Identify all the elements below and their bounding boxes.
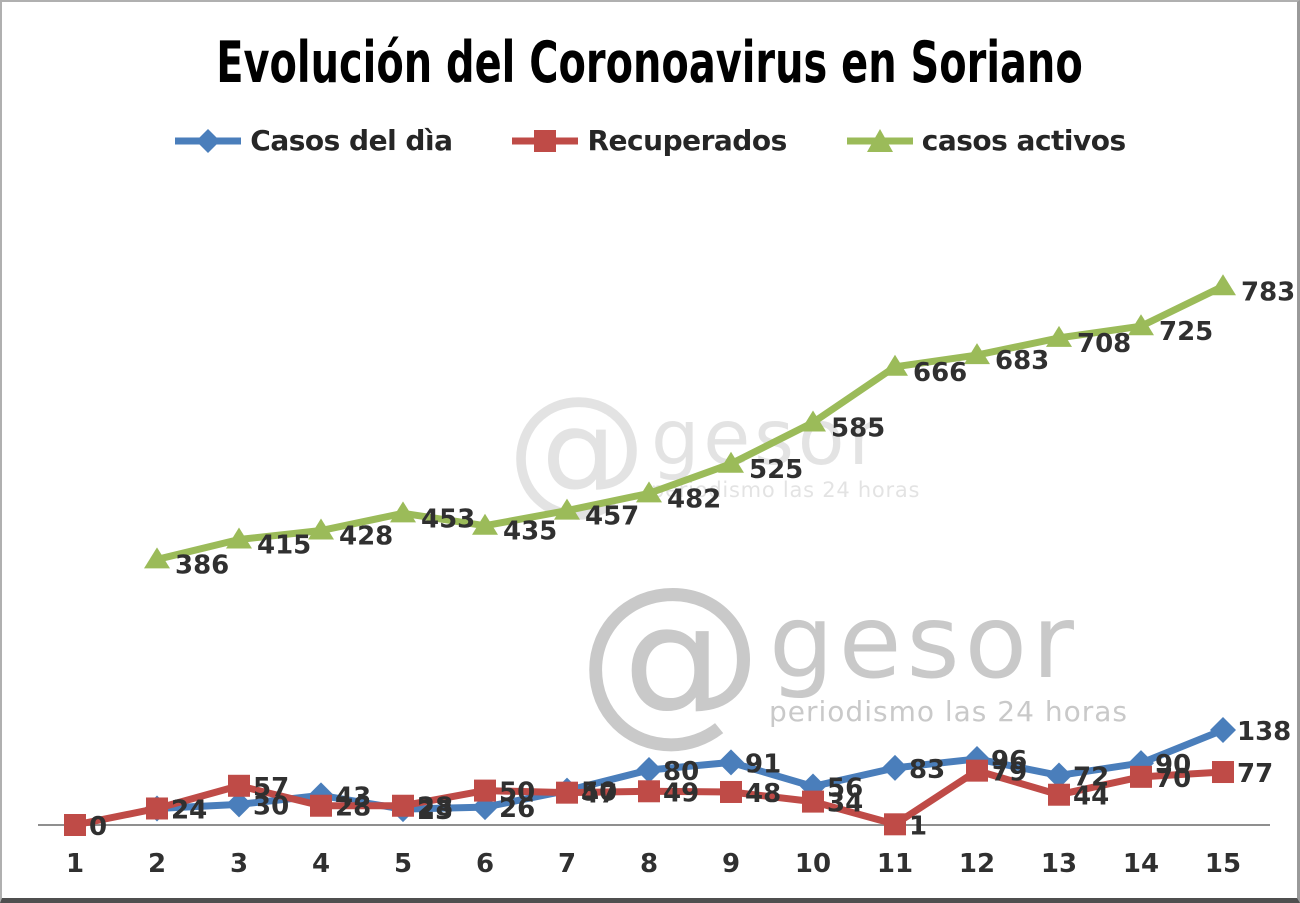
watermark-tagline: periodismo las 24 horas [651, 477, 921, 503]
svg-text:13: 13 [1041, 849, 1077, 879]
svg-text:34: 34 [827, 789, 863, 819]
svg-text:23: 23 [417, 796, 453, 826]
svg-text:0: 0 [89, 812, 107, 842]
svg-text:72: 72 [1073, 762, 1109, 792]
svg-text:49: 49 [663, 778, 699, 808]
svg-text:28: 28 [417, 793, 453, 823]
svg-text:683: 683 [995, 346, 1049, 376]
svg-text:453: 453 [421, 504, 475, 534]
svg-text:80: 80 [663, 757, 699, 787]
svg-text:50: 50 [499, 778, 535, 808]
watermark-tagline: periodismo las 24 horas [769, 695, 1128, 728]
legend-label: Casos del dìa [250, 124, 453, 157]
svg-text:28: 28 [335, 793, 371, 823]
svg-text:15: 15 [1205, 849, 1241, 879]
svg-text:482: 482 [667, 484, 721, 514]
svg-text:79: 79 [991, 758, 1027, 788]
diamond-marker-icon [175, 128, 242, 153]
svg-text:428: 428 [339, 522, 393, 552]
svg-text:5: 5 [394, 849, 412, 879]
legend-label: casos activos [921, 124, 1126, 157]
svg-text:96: 96 [991, 746, 1027, 776]
svg-text:415: 415 [257, 530, 311, 560]
svg-text:1: 1 [66, 849, 84, 879]
svg-text:43: 43 [335, 782, 371, 812]
svg-text:48: 48 [745, 779, 781, 809]
svg-text:666: 666 [913, 358, 967, 388]
svg-text:44: 44 [1073, 782, 1109, 812]
svg-text:6: 6 [476, 849, 494, 879]
svg-text:11: 11 [877, 849, 913, 879]
chart-title: Evolución del Coronoavirus en Soriano [216, 30, 1083, 96]
watermark-brand: gesor [651, 393, 884, 483]
svg-text:83: 83 [909, 755, 945, 785]
legend-label: Recuperados [587, 124, 787, 157]
svg-text:386: 386 [175, 550, 229, 580]
svg-text:7: 7 [558, 849, 576, 879]
svg-text:30: 30 [253, 791, 289, 821]
svg-text:26: 26 [499, 794, 535, 824]
svg-text:9: 9 [722, 849, 740, 879]
svg-text:783: 783 [1241, 277, 1295, 307]
legend: Casos del dìa Recuperados casos activos [2, 124, 1297, 157]
svg-text:1: 1 [909, 811, 927, 841]
triangle-marker-icon [846, 128, 913, 152]
svg-text:12: 12 [959, 849, 995, 879]
at-sign-icon: @ [507, 365, 647, 529]
svg-text:8: 8 [640, 849, 658, 879]
legend-item-casos-activos: casos activos [845, 124, 1126, 157]
svg-text:56: 56 [827, 773, 863, 803]
svg-text:91: 91 [745, 749, 781, 779]
watermark-brand: gesor [769, 583, 1079, 702]
svg-text:50: 50 [581, 778, 617, 808]
svg-text:14: 14 [1123, 849, 1159, 879]
square-marker-icon [512, 129, 579, 152]
svg-text:3: 3 [230, 849, 248, 879]
legend-item-casos-del-dia: Casos del dìa [173, 124, 453, 157]
svg-text:2: 2 [148, 849, 166, 879]
legend-item-recuperados: Recuperados [510, 124, 787, 157]
svg-text:525: 525 [749, 455, 803, 485]
svg-text:435: 435 [503, 517, 557, 547]
svg-text:24: 24 [171, 795, 207, 825]
svg-text:138: 138 [1237, 717, 1291, 747]
svg-text:24: 24 [171, 795, 207, 825]
svg-text:708: 708 [1077, 329, 1131, 359]
svg-text:57: 57 [253, 773, 289, 803]
svg-text:70: 70 [1155, 764, 1191, 794]
watermark-faint: @ gesor periodismo las 24 horas [507, 365, 921, 529]
svg-text:4: 4 [312, 849, 330, 879]
svg-text:585: 585 [831, 414, 885, 444]
svg-text:457: 457 [585, 502, 639, 532]
at-sign-icon: @ [577, 546, 763, 763]
watermark-main: @ gesor periodismo las 24 horas [577, 546, 1128, 763]
svg-text:47: 47 [581, 780, 617, 810]
svg-text:77: 77 [1237, 759, 1273, 789]
svg-text:10: 10 [795, 849, 831, 879]
svg-text:725: 725 [1159, 317, 1213, 347]
svg-text:90: 90 [1155, 750, 1191, 780]
